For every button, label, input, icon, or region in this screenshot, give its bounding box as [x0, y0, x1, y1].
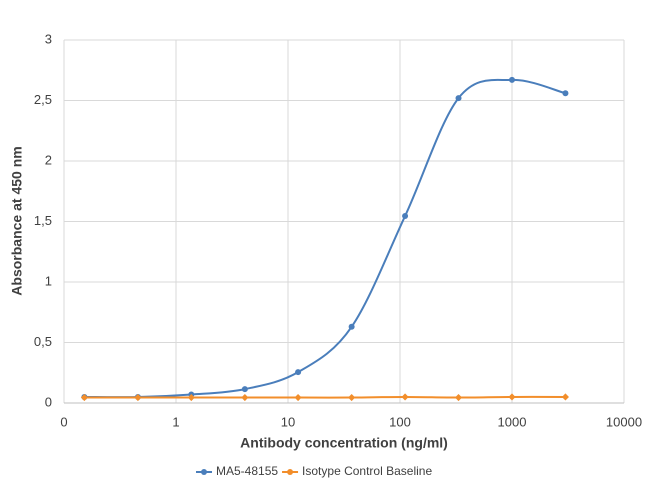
x-tick-label: 10000 [606, 414, 642, 429]
y-tick-label: 0,5 [34, 334, 52, 349]
legend-marker [201, 469, 207, 475]
x-axis-label: Antibody concentration (ng/ml) [240, 435, 448, 451]
y-tick-label: 2,5 [34, 92, 52, 107]
x-tick-label: 1000 [498, 414, 527, 429]
marker [348, 394, 356, 402]
legend: MA5-48155 Isotype Control Baseline [196, 464, 432, 478]
marker [562, 90, 569, 97]
marker [402, 213, 409, 220]
marker [241, 394, 249, 402]
marker [509, 76, 515, 83]
legend-label: MA5-48155 [216, 464, 278, 478]
x-tick-label: 10 [281, 414, 295, 429]
marker [508, 393, 516, 401]
y-tick-label: 1 [45, 273, 52, 288]
x-tick-label: 1 [172, 414, 179, 429]
marker [454, 394, 463, 402]
marker [401, 393, 409, 401]
marker [348, 323, 355, 330]
line [84, 78, 566, 399]
x-tick-label: 0 [60, 414, 67, 429]
y-axis-label: Absorbance at 450 nm [9, 146, 25, 295]
legend-marker [287, 469, 294, 475]
y-tick-label: 2 [45, 152, 52, 167]
marker [295, 369, 302, 376]
y-tick-label: 0 [45, 394, 52, 409]
x-tick-label: 100 [389, 414, 411, 429]
y-tick-label: 3 [45, 31, 52, 46]
y-tick-label: 1,5 [34, 213, 52, 228]
marker [187, 394, 195, 402]
marker [294, 394, 302, 402]
marker [241, 386, 248, 393]
marker [561, 393, 569, 401]
line [84, 395, 566, 399]
marker [134, 394, 142, 402]
marker [455, 95, 462, 102]
legend-label: Isotype Control Baseline [302, 464, 432, 478]
marker [80, 394, 88, 402]
